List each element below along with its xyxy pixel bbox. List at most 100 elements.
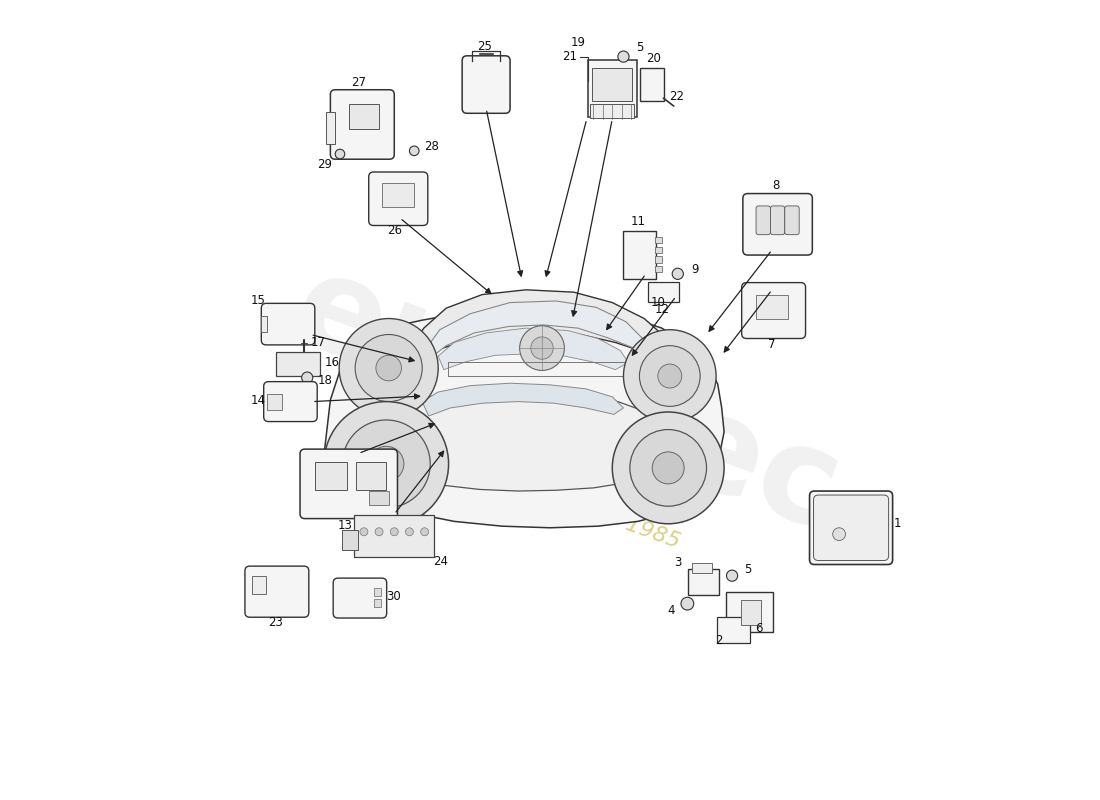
Bar (656, 266, 662, 272)
Text: 29: 29 (317, 158, 332, 171)
Text: 11: 11 (630, 214, 646, 228)
Circle shape (726, 570, 738, 582)
Text: 18: 18 (318, 374, 332, 387)
Circle shape (630, 430, 706, 506)
FancyBboxPatch shape (262, 303, 315, 345)
Circle shape (672, 268, 683, 279)
Text: 7: 7 (768, 338, 776, 350)
Circle shape (375, 528, 383, 536)
FancyBboxPatch shape (741, 282, 805, 338)
Circle shape (658, 364, 682, 388)
Text: 9: 9 (692, 262, 700, 275)
Circle shape (324, 402, 449, 526)
Text: 15: 15 (251, 294, 265, 306)
Polygon shape (420, 301, 645, 360)
Text: 17: 17 (311, 336, 326, 349)
Circle shape (681, 598, 694, 610)
Bar (252, 577, 266, 594)
Circle shape (618, 51, 629, 62)
FancyBboxPatch shape (330, 90, 394, 159)
Text: 10: 10 (650, 296, 666, 309)
Bar (726, 593, 773, 632)
Text: 4: 4 (668, 604, 675, 618)
Circle shape (406, 528, 414, 536)
Text: 20: 20 (647, 52, 661, 65)
Polygon shape (438, 328, 628, 370)
Bar (587, 60, 637, 118)
Text: 14: 14 (251, 394, 266, 406)
Bar (741, 600, 761, 626)
Bar (689, 570, 718, 595)
Bar (640, 68, 664, 102)
Bar (356, 462, 386, 490)
FancyBboxPatch shape (810, 491, 892, 565)
Text: 2: 2 (716, 634, 723, 647)
Text: 13: 13 (338, 519, 352, 532)
Bar (623, 230, 657, 278)
Circle shape (652, 452, 684, 484)
Text: 8: 8 (772, 179, 780, 193)
Text: 1: 1 (893, 518, 901, 530)
Circle shape (639, 346, 700, 406)
Circle shape (409, 146, 419, 156)
Text: 19: 19 (571, 36, 585, 49)
Circle shape (355, 334, 422, 402)
Circle shape (420, 528, 429, 536)
Text: 23: 23 (267, 615, 283, 629)
Polygon shape (342, 392, 666, 491)
Bar (374, 589, 382, 597)
Bar (383, 182, 415, 206)
Bar (316, 462, 348, 490)
Text: 25: 25 (477, 40, 492, 53)
Circle shape (301, 372, 312, 383)
Bar (648, 282, 679, 302)
Bar (591, 104, 635, 118)
FancyBboxPatch shape (333, 578, 387, 618)
Text: 5: 5 (636, 41, 644, 54)
Polygon shape (406, 290, 678, 364)
Bar (261, 316, 267, 332)
Circle shape (376, 355, 402, 381)
Bar (374, 599, 382, 607)
Text: 21: 21 (562, 50, 578, 63)
Text: 24: 24 (433, 555, 448, 568)
Bar (717, 618, 750, 642)
Circle shape (833, 528, 846, 541)
Circle shape (368, 446, 404, 482)
Bar (656, 237, 662, 243)
Text: 12: 12 (654, 303, 669, 316)
Polygon shape (422, 383, 624, 416)
Circle shape (668, 289, 680, 300)
Circle shape (613, 412, 724, 524)
FancyBboxPatch shape (264, 382, 317, 422)
Bar (267, 394, 282, 410)
Bar (342, 530, 359, 550)
Circle shape (339, 318, 438, 418)
FancyBboxPatch shape (770, 206, 784, 234)
Bar (370, 491, 389, 506)
Text: 27: 27 (351, 76, 366, 89)
Circle shape (360, 528, 367, 536)
Text: 6: 6 (756, 622, 763, 635)
Bar (326, 113, 336, 145)
Circle shape (519, 326, 564, 370)
FancyBboxPatch shape (245, 566, 309, 618)
Bar (656, 256, 662, 262)
Bar (349, 104, 379, 130)
Bar (692, 563, 712, 573)
Circle shape (624, 330, 716, 422)
Polygon shape (322, 306, 724, 528)
Text: 5: 5 (745, 563, 751, 576)
FancyBboxPatch shape (368, 172, 428, 226)
FancyBboxPatch shape (814, 495, 889, 561)
Text: eurotec: eurotec (276, 243, 856, 557)
Bar (756, 294, 788, 318)
Text: 26: 26 (387, 224, 402, 237)
FancyBboxPatch shape (462, 56, 510, 114)
Circle shape (342, 420, 430, 508)
FancyBboxPatch shape (742, 194, 812, 255)
Circle shape (531, 337, 553, 359)
Text: 22: 22 (669, 90, 684, 103)
Text: 16: 16 (324, 356, 340, 369)
Text: 30: 30 (386, 590, 400, 603)
